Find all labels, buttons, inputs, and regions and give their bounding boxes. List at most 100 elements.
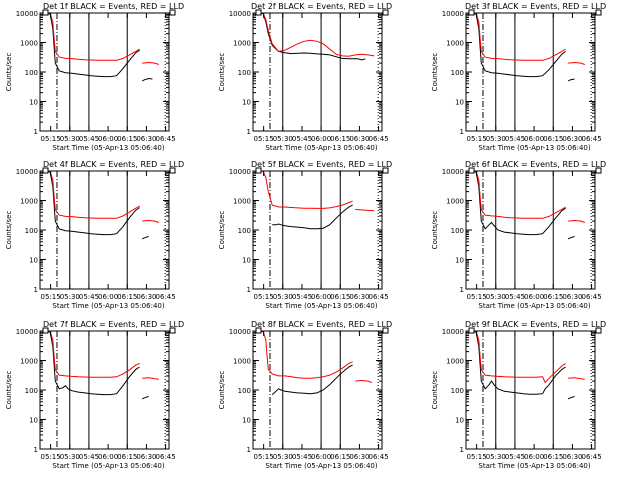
y-tick-label: 10000 — [442, 168, 464, 176]
y-tick-label: 10000 — [16, 168, 38, 176]
series-lld-line — [40, 170, 159, 223]
x-tick-label: 06:00 — [524, 135, 544, 143]
panel-det-1: 1 10 100 1000 10000 05:1505:3005:4506:0006:15… — [5, 2, 184, 152]
panel-title: Det 5f BLACK = Events, RED = LLD — [251, 160, 392, 169]
series-lld-line — [466, 170, 585, 223]
panel-title: Det 6f BLACK = Events, RED = LLD — [465, 160, 606, 169]
x-tick-label: 05:15 — [41, 453, 61, 461]
x-tick-label: 06:00 — [311, 453, 331, 461]
panel-det-9: 1 10 100 1000 10000 05:1505:3005:4506:0006:15… — [431, 320, 606, 470]
x-tick-label: 06:30 — [562, 453, 582, 461]
series-events-line — [466, 330, 575, 400]
x-tick-label: 06:15 — [543, 453, 563, 461]
x-axis-label: Start Time (05-Apr-13 05:06:40) — [478, 462, 590, 470]
y-tick-label: 10 — [242, 99, 251, 107]
plot-frame — [465, 170, 596, 290]
x-axis-label: Start Time (05-Apr-13 05:06:40) — [265, 144, 377, 152]
y-axis-label: Counts/sec — [431, 211, 439, 250]
x-tick-label: 06:30 — [562, 135, 582, 143]
y-tick-label: 100 — [451, 227, 464, 235]
panel-det-8: 1 10 100 1000 10000 05:1505:3005:4506:0006:15… — [218, 320, 392, 470]
x-tick-label: 06:30 — [136, 135, 156, 143]
x-axis-label: Start Time (05-Apr-13 05:06:40) — [52, 462, 164, 470]
y-tick-label: 1000 — [20, 358, 38, 366]
series-lld-line — [253, 330, 372, 383]
series-lld-line — [253, 12, 375, 57]
plot-frame — [252, 12, 383, 132]
y-axis-label: Counts/sec — [5, 211, 13, 250]
x-axis-label: Start Time (05-Apr-13 05:06:40) — [265, 302, 377, 310]
y-tick-label: 1 — [34, 446, 38, 454]
x-tick-label: 05:30 — [60, 453, 80, 461]
y-tick-label: 100 — [451, 69, 464, 77]
series-events-line — [272, 204, 353, 230]
panel-det-5: 1 10 100 1000 10000 05:1505:3005:4506:0006:15… — [218, 160, 392, 310]
x-tick-label: 06:45 — [155, 135, 175, 143]
x-tick-label: 06:00 — [524, 293, 544, 301]
x-tick-label: 05:30 — [60, 293, 80, 301]
y-tick-label: 10 — [242, 417, 251, 425]
y-tick-label: 100 — [25, 69, 38, 77]
plot-frame — [465, 12, 596, 132]
y-tick-label: 10 — [29, 99, 38, 107]
panel-det-6: 1 10 100 1000 10000 05:1505:3005:4506:0006:15… — [431, 160, 606, 310]
x-axis-label: Start Time (05-Apr-13 05:06:40) — [52, 302, 164, 310]
y-tick-label: 1000 — [20, 40, 38, 48]
y-axis-label: Counts/sec — [218, 371, 226, 410]
corner-marker — [595, 9, 602, 16]
x-tick-label: 06:45 — [581, 293, 601, 301]
x-tick-label: 05:30 — [273, 293, 293, 301]
y-tick-label: 10000 — [16, 10, 38, 18]
x-tick-label: 06:00 — [98, 453, 118, 461]
y-tick-label: 1000 — [446, 40, 464, 48]
y-tick-label: 1000 — [233, 40, 251, 48]
x-tick-label: 06:30 — [349, 293, 369, 301]
x-tick-label: 05:15 — [467, 453, 487, 461]
x-tick-label: 05:30 — [273, 135, 293, 143]
x-tick-label: 06:00 — [311, 293, 331, 301]
y-axis-label: Counts/sec — [218, 53, 226, 92]
x-tick-label: 06:45 — [155, 293, 175, 301]
series-events-line — [253, 12, 366, 61]
y-axis-label: Counts/sec — [431, 53, 439, 92]
x-tick-label: 05:15 — [467, 135, 487, 143]
x-tick-label: 05:45 — [292, 135, 312, 143]
y-tick-label: 1 — [247, 128, 251, 136]
plot-frame — [39, 330, 170, 450]
y-tick-label: 10000 — [16, 328, 38, 336]
panel-det-3: 1 10 100 1000 10000 05:1505:3005:4506:0006:15… — [431, 2, 606, 152]
x-tick-label: 06:45 — [368, 453, 388, 461]
x-tick-label: 05:45 — [292, 453, 312, 461]
y-tick-label: 100 — [25, 227, 38, 235]
x-tick-label: 05:45 — [79, 453, 99, 461]
x-tick-label: 05:15 — [254, 135, 274, 143]
x-axis-label: Start Time (05-Apr-13 05:06:40) — [478, 144, 590, 152]
plot-frame — [39, 170, 170, 290]
corner-marker — [468, 9, 475, 16]
y-tick-label: 10000 — [442, 328, 464, 336]
series-events-line — [40, 330, 149, 400]
corner-marker — [468, 327, 475, 334]
plot-frame — [252, 170, 383, 290]
y-tick-label: 10 — [455, 417, 464, 425]
x-tick-label: 06:00 — [98, 293, 118, 301]
x-tick-label: 05:15 — [467, 293, 487, 301]
x-tick-label: 05:15 — [254, 453, 274, 461]
series-lld-line — [466, 12, 585, 65]
plot-frame — [39, 12, 170, 132]
x-tick-label: 06:30 — [136, 453, 156, 461]
x-tick-label: 06:15 — [330, 453, 350, 461]
x-tick-label: 05:30 — [486, 135, 506, 143]
y-tick-label: 1 — [34, 286, 38, 294]
panel-title: Det 8f BLACK = Events, RED = LLD — [251, 320, 392, 329]
corner-marker — [42, 9, 49, 16]
panel-title: Det 9f BLACK = Events, RED = LLD — [465, 320, 606, 329]
corner-marker — [382, 167, 389, 174]
x-tick-label: 05:30 — [273, 453, 293, 461]
x-tick-label: 05:45 — [79, 135, 99, 143]
x-tick-label: 05:15 — [254, 293, 274, 301]
x-tick-label: 06:30 — [136, 293, 156, 301]
corner-marker — [468, 167, 475, 174]
y-tick-label: 1000 — [20, 198, 38, 206]
